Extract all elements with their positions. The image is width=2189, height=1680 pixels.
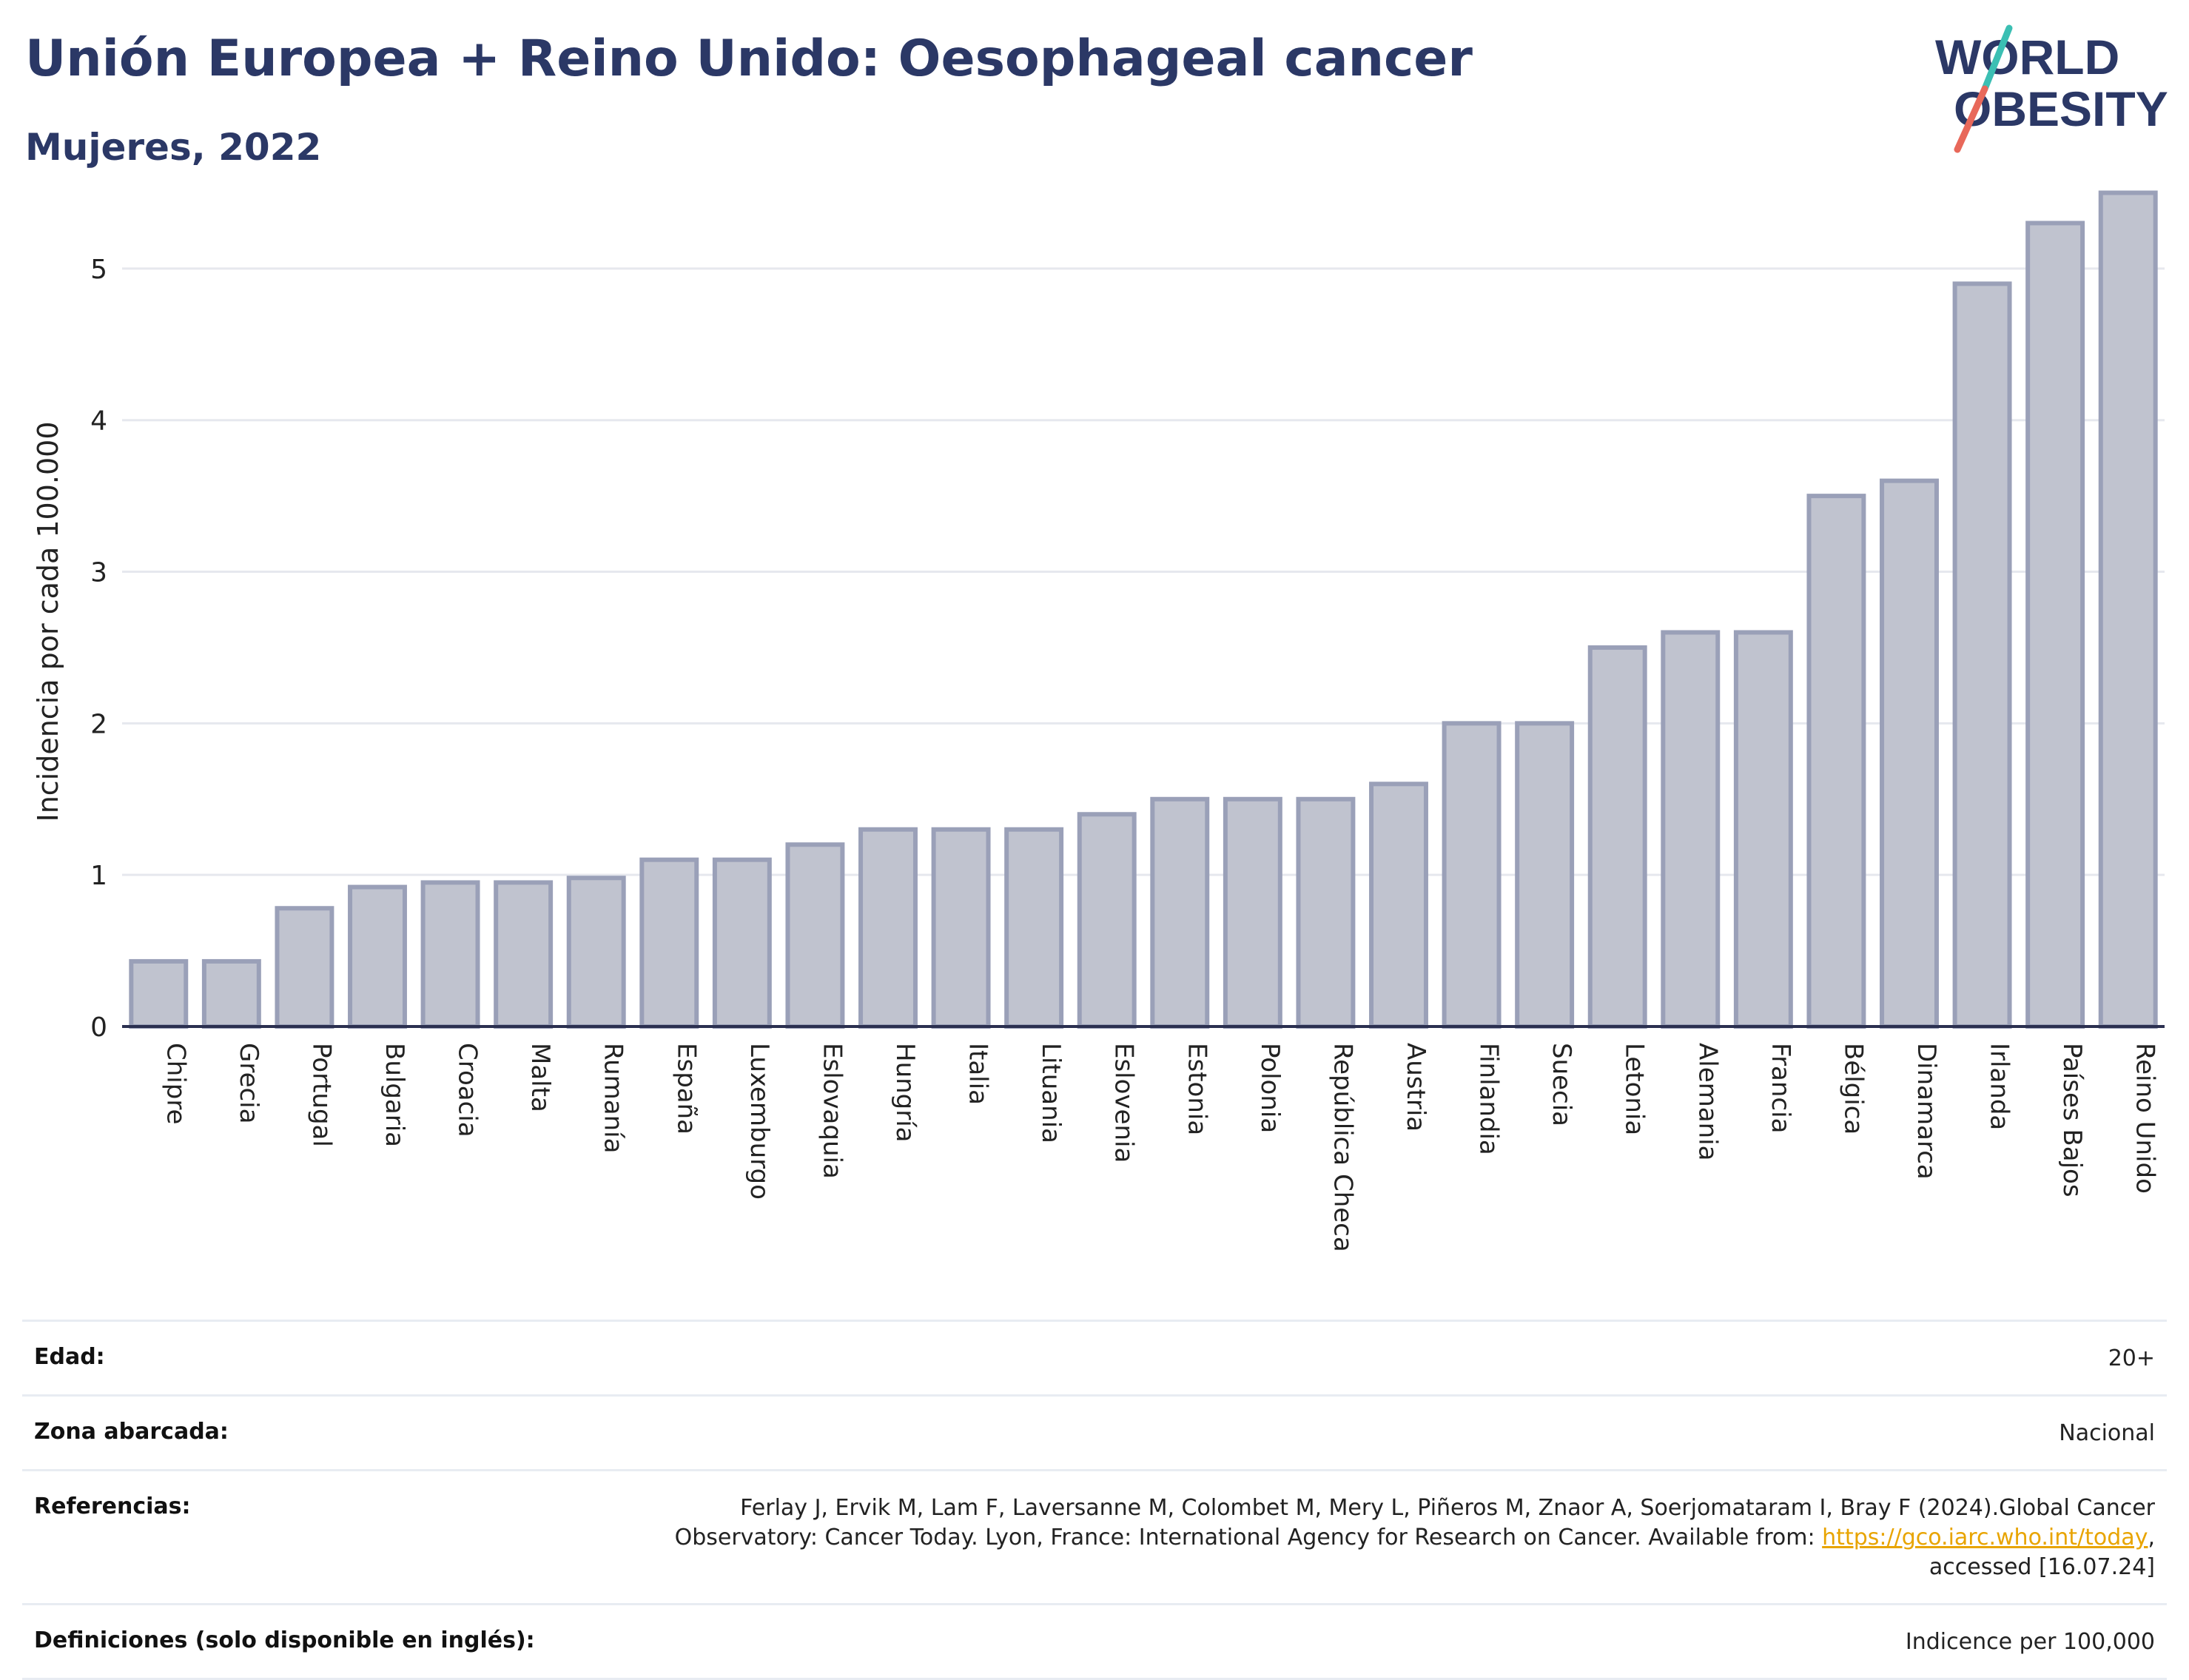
x-tick-label: Portugal	[306, 1043, 336, 1147]
bar-chipre[interactable]	[129, 958, 189, 1029]
page-subtitle: Mujeres, 2022	[25, 126, 322, 169]
references-value: Ferlay J, Ervik M, Lam F, Laversanne M, …	[675, 1493, 2155, 1582]
bar-portugal[interactable]	[275, 906, 334, 1029]
bar-bélgica[interactable]	[1806, 494, 1866, 1029]
x-tick-label: Reino Unido	[2131, 1043, 2160, 1194]
logo-slash-teal	[1981, 24, 2013, 93]
logo-slash-red	[1954, 85, 1988, 153]
x-tick-label: Países Bajos	[2057, 1043, 2087, 1197]
bar-estonia[interactable]	[1150, 796, 1210, 1029]
bar-república-checa[interactable]	[1296, 796, 1356, 1029]
definitions-label: Definiciones (solo disponible en inglés)…	[34, 1627, 535, 1653]
area-label: Zona abarcada:	[34, 1419, 229, 1445]
bar-suecia[interactable]	[1515, 721, 1575, 1029]
info-row-definitions: Definiciones (solo disponible en inglés)…	[22, 1603, 2167, 1680]
info-table: Edad: 20+ Zona abarcada: Nacional Refere…	[22, 1320, 2167, 1680]
x-tick-label: Lituania	[1036, 1043, 1066, 1143]
bars	[129, 190, 2158, 1029]
x-tick-label: Grecia	[234, 1043, 263, 1123]
bar-finlandia[interactable]	[1442, 721, 1502, 1029]
bar-grecia[interactable]	[201, 958, 261, 1029]
x-tick-label: Irlanda	[1985, 1043, 2014, 1130]
info-row-area: Zona abarcada: Nacional	[22, 1394, 2167, 1469]
x-tick-label: República Checa	[1328, 1043, 1357, 1252]
y-axis-label: Incidencia por cada 100.000	[32, 421, 64, 821]
x-tick-label: Suecia	[1547, 1043, 1576, 1126]
y-tick-label: 3	[90, 558, 107, 588]
y-tick-label: 4	[90, 406, 107, 437]
y-tick-label: 5	[90, 255, 107, 285]
bar-polonia[interactable]	[1223, 796, 1282, 1029]
definitions-value: Indicence per 100,000	[1905, 1629, 2155, 1655]
x-tick-label: Eslovenia	[1109, 1043, 1139, 1163]
bar-alemania[interactable]	[1661, 630, 1721, 1029]
references-link[interactable]: https://gco.iarc.who.int/today	[1822, 1525, 2148, 1550]
bar-chart: 0 1 2 3 4 5 Chipre Grecia Portugal Bulgaria Croaci…	[32, 190, 2165, 1252]
references-text-2: Observatory: Cancer Today. Lyon, France:…	[674, 1525, 1823, 1550]
y-tick-label: 0	[90, 1012, 107, 1043]
bar-malta[interactable]	[494, 880, 554, 1029]
x-tick-label: Estonia	[1182, 1043, 1211, 1135]
x-tick-label: Dinamarca	[1911, 1043, 1941, 1180]
bar-hungría[interactable]	[858, 827, 918, 1029]
x-tick-label: Bulgaria	[380, 1043, 409, 1147]
bar-croacia[interactable]	[420, 880, 480, 1029]
x-tick-label: Luxemburgo	[744, 1043, 774, 1200]
y-tick-label: 2	[90, 709, 107, 739]
bar-rumanía[interactable]	[566, 876, 626, 1029]
bar-lituania[interactable]	[1004, 827, 1064, 1029]
age-value: 20+	[2108, 1345, 2155, 1371]
bar-italia[interactable]	[931, 827, 991, 1029]
x-tick-label: Italia	[964, 1043, 993, 1105]
age-label: Edad:	[34, 1344, 105, 1370]
bar-letonia[interactable]	[1587, 645, 1647, 1029]
area-value: Nacional	[2059, 1420, 2155, 1446]
info-row-references: Referencias: Ferlay J, Ervik M, Lam F, L…	[22, 1469, 2167, 1603]
bar-irlanda[interactable]	[1952, 281, 2012, 1029]
bar-luxemburgo[interactable]	[712, 857, 772, 1029]
x-tick-label: Bélgica	[1838, 1043, 1868, 1135]
x-tick-label: Letonia	[1620, 1043, 1650, 1135]
bar-eslovenia[interactable]	[1077, 812, 1137, 1029]
bar-bulgaria[interactable]	[348, 884, 407, 1029]
x-tick-label: Austria	[1401, 1043, 1430, 1132]
axes: 0 1 2 3 4 5 Chipre Grecia Portugal Bulgaria Croaci…	[90, 255, 2165, 1252]
bar-españa[interactable]	[639, 857, 699, 1029]
info-row-age: Edad: 20+	[22, 1320, 2167, 1394]
world-obesity-logo: WORLD OBESITY	[1935, 24, 2168, 153]
x-tick-label: España	[671, 1043, 701, 1135]
logo-line1: WORLD	[1935, 30, 2119, 84]
x-tick-label: Malta	[525, 1043, 555, 1112]
x-tick-label: Rumanía	[599, 1043, 628, 1153]
x-tick-label: Francia	[1766, 1043, 1795, 1133]
x-tick-label: Finlandia	[1474, 1043, 1504, 1155]
x-tick-label: Polonia	[1255, 1043, 1285, 1133]
x-tick-label: Chipre	[161, 1043, 190, 1124]
bar-dinamarca[interactable]	[1880, 478, 1939, 1029]
page-title: Unión Europea + Reino Unido: Oesophageal…	[25, 30, 1473, 88]
x-tick-label: Hungría	[890, 1043, 920, 1143]
references-text-4: accessed [16.07.24]	[1929, 1554, 2155, 1580]
references-text-1: Ferlay J, Ervik M, Lam F, Laversanne M, …	[740, 1495, 2155, 1521]
bar-reino-unido[interactable]	[2098, 190, 2158, 1029]
x-tick-label: Eslovaquia	[817, 1043, 847, 1179]
x-tick-label: Alemania	[1692, 1043, 1722, 1160]
references-text-3: ,	[2148, 1525, 2155, 1550]
y-tick-label: 1	[90, 861, 107, 891]
references-label: Referencias:	[34, 1493, 191, 1519]
bar-países-bajos[interactable]	[2025, 221, 2085, 1029]
bar-eslovaquia[interactable]	[785, 842, 845, 1029]
logo-line2: OBESITY	[1954, 81, 2168, 136]
bar-austria[interactable]	[1369, 782, 1428, 1029]
bar-francia[interactable]	[1733, 630, 1793, 1029]
x-tick-label: Croacia	[453, 1043, 482, 1138]
